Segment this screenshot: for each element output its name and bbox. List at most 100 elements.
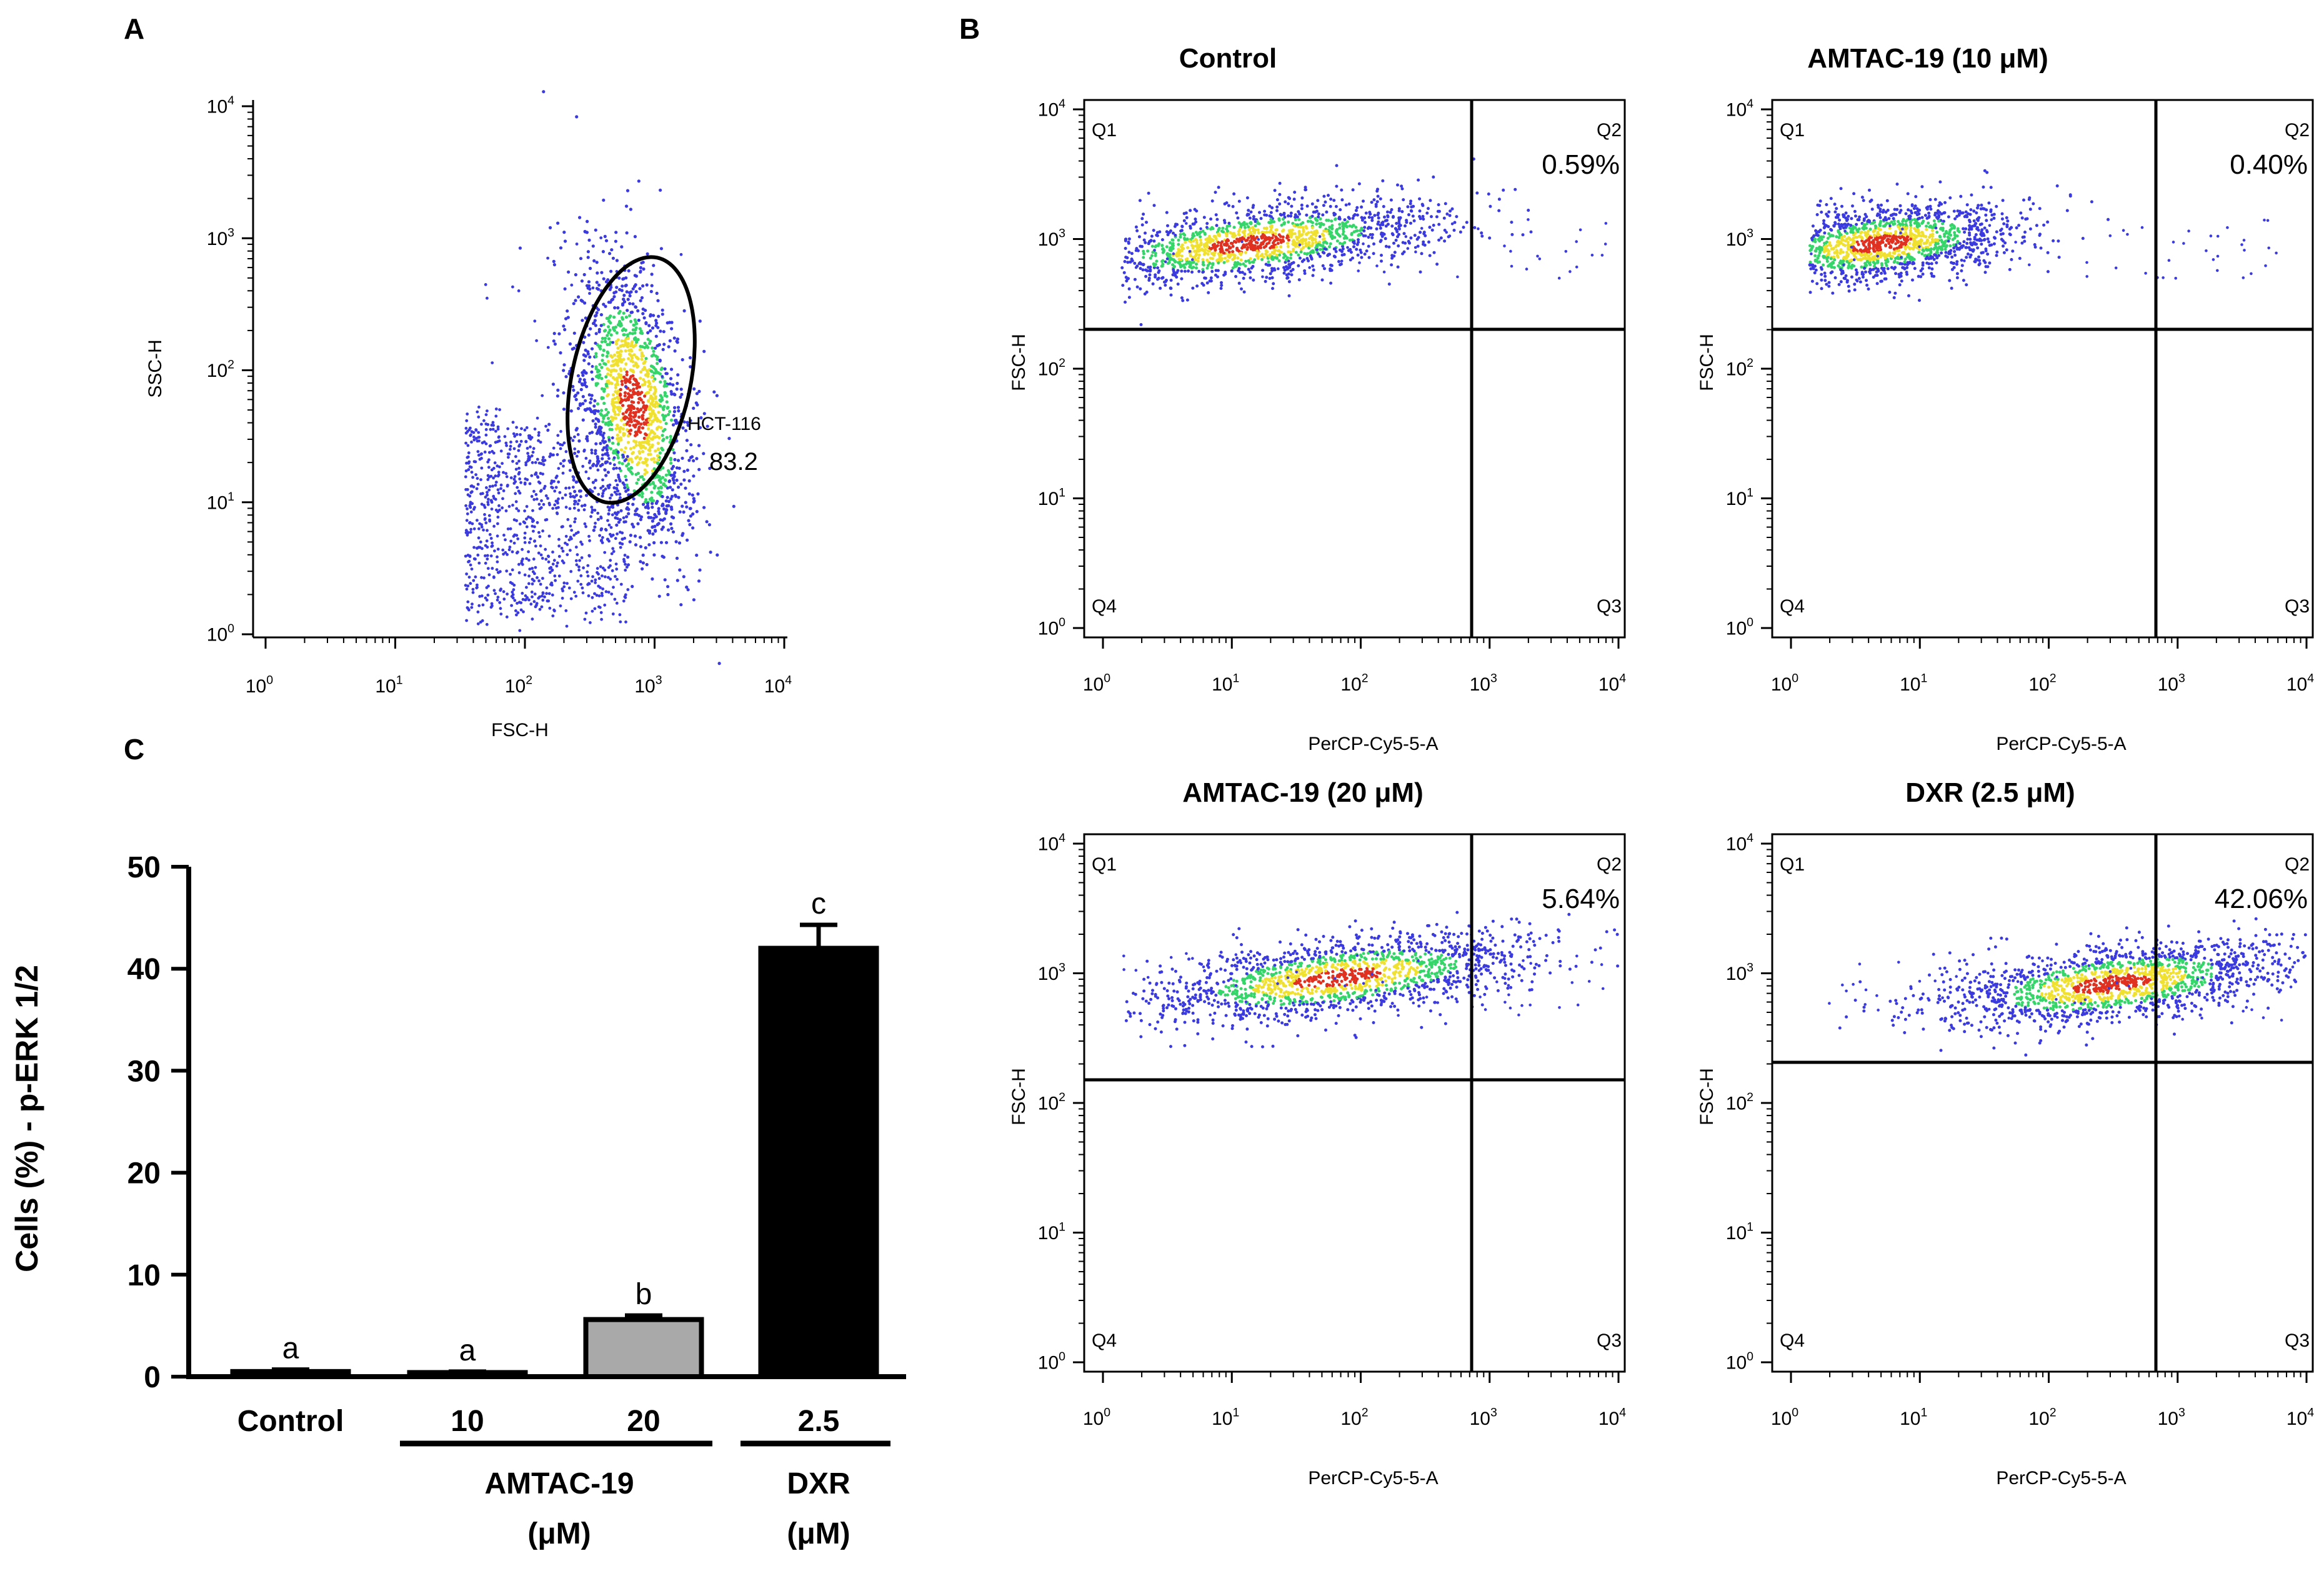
event-dot (2002, 251, 2006, 254)
event-dot (653, 432, 657, 436)
event-dot (536, 576, 539, 579)
event-dot (631, 287, 635, 291)
event-dot (629, 470, 633, 474)
event-dot (522, 520, 526, 524)
event-dot (591, 596, 594, 599)
event-dot (669, 473, 673, 477)
event-dot (2022, 235, 2026, 239)
event-dot (496, 534, 499, 538)
event-dot (573, 489, 577, 494)
event-dot (604, 487, 607, 491)
event-dot (487, 573, 491, 577)
event-dot (1410, 205, 1414, 209)
event-dot (1213, 244, 1217, 248)
event-dot (1180, 296, 1184, 300)
x-tick-label: 100 (1083, 672, 1110, 696)
event-dot (657, 490, 661, 494)
event-dot (593, 509, 597, 512)
event-dot (1947, 215, 1950, 219)
event-dot (1169, 293, 1173, 297)
y-tick-exp: 4 (227, 94, 234, 107)
event-dot (1219, 287, 1223, 290)
event-dot (1444, 202, 1447, 206)
event-dot (621, 531, 624, 535)
event-dot (599, 611, 603, 614)
event-dot (1383, 215, 1386, 219)
event-dot (1321, 237, 1325, 241)
event-dot (539, 462, 543, 466)
event-dot (1925, 227, 1928, 231)
event-dot (556, 561, 559, 565)
event-dot (1224, 256, 1227, 260)
event-dot (1390, 208, 1394, 211)
event-dot (534, 605, 537, 609)
event-dot (599, 236, 603, 239)
event-dot (562, 391, 566, 395)
event-dot (594, 352, 598, 356)
plot-y-label: FSC-H (1009, 334, 1029, 391)
event-dot (1404, 224, 1407, 227)
event-dot (596, 457, 600, 461)
event-dot (562, 363, 566, 367)
event-dot (604, 461, 607, 464)
y-tick-exp: 3 (227, 226, 234, 239)
event-dot (643, 468, 647, 472)
event-dot (652, 516, 656, 520)
event-dot (1172, 252, 1175, 256)
event-dot (1176, 282, 1180, 286)
event-dot (654, 501, 658, 506)
event-dot (1304, 244, 1308, 248)
event-dot (640, 357, 644, 361)
event-dot (523, 482, 527, 486)
event-dot (653, 413, 657, 417)
event-dot (556, 511, 559, 515)
event-dot (611, 341, 615, 344)
event-dot (580, 556, 584, 559)
event-dot (1265, 242, 1269, 246)
event-dot (1205, 281, 1209, 285)
event-dot (516, 551, 519, 554)
event-dot (594, 341, 597, 345)
event-dot (619, 387, 622, 392)
event-dot (625, 290, 629, 294)
event-dot (1390, 263, 1394, 267)
event-dot (587, 393, 591, 397)
event-dot (1956, 227, 1960, 231)
event-dot (1191, 222, 1195, 226)
event-dot (641, 446, 645, 449)
event-dot (641, 553, 645, 557)
event-dot (1949, 249, 1953, 252)
event-dot (579, 489, 582, 493)
event-dot (561, 559, 564, 563)
event-dot (1367, 216, 1371, 219)
event-dot (1525, 267, 1529, 271)
event-dot (656, 299, 660, 302)
event-dot (614, 479, 618, 482)
event-dot (659, 486, 663, 490)
event-dot (1309, 220, 1313, 223)
event-dot (479, 478, 482, 481)
event-dot (1359, 251, 1363, 254)
event-dot (1222, 273, 1226, 277)
event-dot (484, 428, 488, 431)
event-dot (1489, 204, 1492, 208)
event-dot (1310, 226, 1314, 229)
event-dot (482, 419, 486, 422)
event-dot (1305, 213, 1309, 217)
event-dot (1203, 245, 1206, 249)
event-dot (552, 332, 556, 336)
event-dot (665, 372, 669, 376)
event-dot (651, 346, 654, 350)
event-dot (502, 534, 506, 537)
event-dot (512, 588, 516, 591)
event-dot (507, 452, 511, 456)
event-dot (1317, 252, 1320, 256)
event-dot (1948, 252, 1952, 256)
event-dot (602, 302, 606, 306)
event-dot (615, 567, 619, 571)
event-dot (628, 406, 632, 410)
event-dot (606, 454, 610, 457)
event-dot (636, 522, 640, 526)
event-dot (1840, 204, 1843, 208)
event-dot (529, 445, 532, 449)
